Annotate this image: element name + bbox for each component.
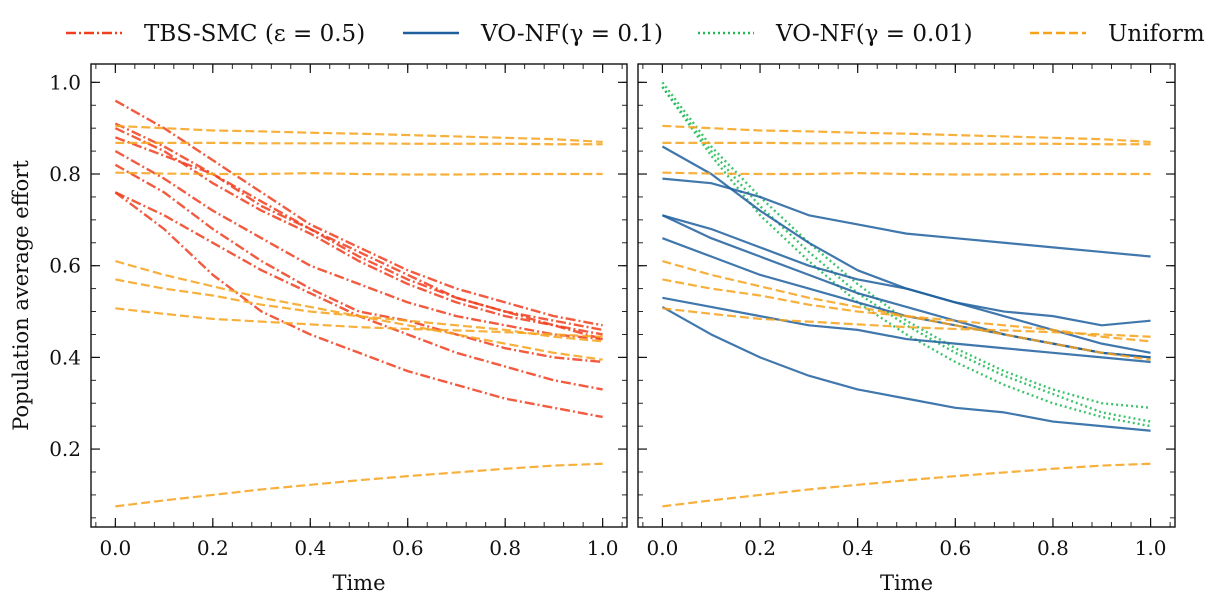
series-line-uniform-16 <box>662 462 1151 508</box>
series-line-tbs-3 <box>114 136 603 336</box>
y-tick-label: 0.2 <box>49 437 81 461</box>
series-group <box>661 81 1151 508</box>
series-line-uniform-12 <box>662 171 1151 176</box>
series-line-uniform-15 <box>662 307 1151 338</box>
legend: TBS-SMC (ε = 0.5) VO-NF(γ = 0.1) VO-NF(γ =… <box>66 21 1205 47</box>
x-tick-label: 0.2 <box>744 536 776 560</box>
series-line-vo001-1 <box>661 86 1151 423</box>
x-tick-label: 0.8 <box>1037 536 1069 560</box>
legend-label-vo001: VO-NF(γ = 0.01) <box>775 21 973 47</box>
series-group <box>114 99 603 508</box>
series-line-uniform-13 <box>662 260 1151 361</box>
legend-label-vo01: VO-NF(γ = 0.1) <box>480 21 663 47</box>
series-line-uniform-10 <box>115 171 603 176</box>
series-line-uniform-11 <box>115 260 603 361</box>
y-tick-label: 0.6 <box>49 254 81 278</box>
plot-frame <box>90 63 628 528</box>
legend-label-tbs: TBS-SMC (ε = 0.5) <box>144 21 365 47</box>
y-axis-label: Population average effort <box>9 160 33 431</box>
x-axis-label: Time <box>332 571 385 595</box>
series-line-tbs-7 <box>114 191 603 419</box>
y-tick-label: 0.4 <box>49 345 81 369</box>
series-line-vo001-0 <box>661 81 1151 410</box>
x-tick-label: 0.8 <box>489 536 521 560</box>
series-line-uniform-14 <box>115 462 603 508</box>
series-line-uniform-13 <box>115 307 603 338</box>
series-line-uniform-10 <box>662 124 1151 144</box>
series-line-tbs-0 <box>114 99 603 327</box>
series-line-vo01-9 <box>661 306 1151 432</box>
series-line-tbs-5 <box>114 163 603 364</box>
series-line-tbs-1 <box>114 122 603 332</box>
series-line-uniform-11 <box>662 141 1151 146</box>
x-tick-label: 0.6 <box>939 536 971 560</box>
legend-label-uniform: Uniform <box>1108 21 1205 47</box>
right-panel: 0.0 0.2 0.4 0.6 0.8 1.0 Time <box>637 63 1176 595</box>
series-line-uniform-8 <box>115 124 603 144</box>
left-panel: 0.0 0.2 0.4 0.6 0.8 1.0 0.2 0.4 0.6 0.8 1.0 Time Pop… <box>9 63 628 595</box>
series-line-vo01-8 <box>662 296 1151 364</box>
series-line-vo01-4 <box>662 177 1151 258</box>
series-line-vo001-2 <box>661 86 1151 428</box>
series-line-tbs-6 <box>114 191 603 391</box>
x-tick-label: 0.4 <box>842 536 874 560</box>
y-tick-label: 1.0 <box>49 70 81 94</box>
x-tick-label: 0.0 <box>99 536 131 560</box>
y-tick-label: 0.8 <box>49 162 81 186</box>
x-tick-label: 1.0 <box>1135 536 1167 560</box>
x-tick-label: 0.2 <box>197 536 229 560</box>
x-tick-label: 0.4 <box>294 536 326 560</box>
plot-frame <box>637 63 1176 528</box>
x-axis-label: Time <box>880 571 933 595</box>
series-line-vo01-5 <box>662 214 1151 327</box>
x-tick-label: 0.6 <box>392 536 424 560</box>
series-line-tbs-2 <box>114 127 603 341</box>
series-line-tbs-4 <box>114 150 603 341</box>
x-tick-label: 0.0 <box>647 536 679 560</box>
x-tick-label: 1.0 <box>587 536 619 560</box>
series-line-uniform-9 <box>115 141 603 146</box>
